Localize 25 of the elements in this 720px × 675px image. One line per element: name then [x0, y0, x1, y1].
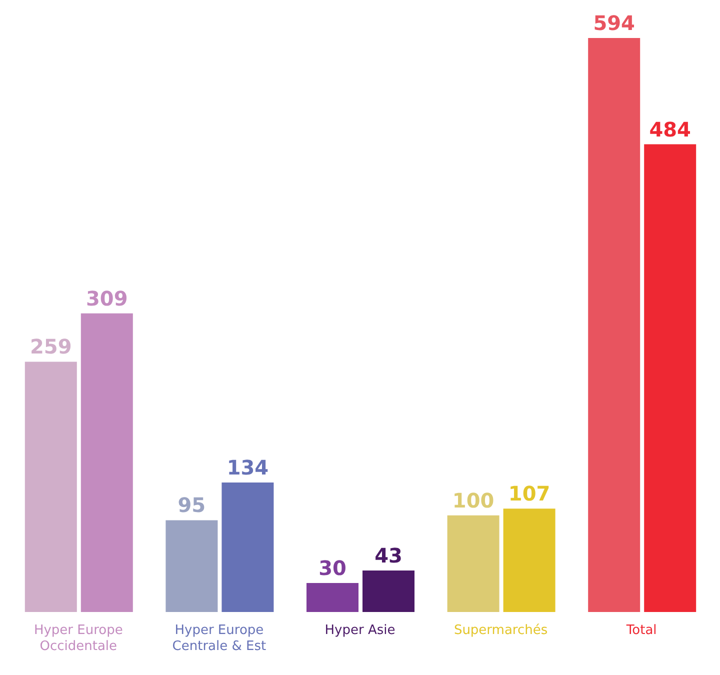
data-label: 309 — [86, 286, 128, 310]
data-label: 594 — [593, 11, 635, 35]
bar — [166, 520, 218, 612]
bar — [447, 515, 500, 612]
data-label: 107 — [508, 482, 550, 506]
data-label: 259 — [30, 334, 72, 359]
bar — [503, 508, 556, 612]
bar — [588, 38, 640, 612]
data-label: 43 — [374, 543, 402, 568]
x-tick-label: Hyper Asie — [324, 623, 396, 638]
x-tick-label: Hyper Europe Centrale & Est — [172, 623, 266, 654]
bar — [644, 144, 696, 612]
data-label: 95 — [178, 493, 206, 518]
x-tick-label: Hyper Europe Occidentale — [34, 623, 123, 654]
bar — [362, 570, 414, 612]
x-tick-label: Supermarchés — [454, 623, 548, 638]
data-label: 134 — [226, 456, 269, 480]
bar — [306, 583, 358, 612]
data-label: 30 — [318, 556, 346, 580]
data-label: 484 — [649, 117, 691, 142]
bar — [80, 313, 133, 612]
x-tick-label: Total — [625, 623, 657, 638]
bar — [222, 482, 274, 612]
bar — [24, 362, 77, 612]
data-label: 100 — [452, 488, 494, 512]
